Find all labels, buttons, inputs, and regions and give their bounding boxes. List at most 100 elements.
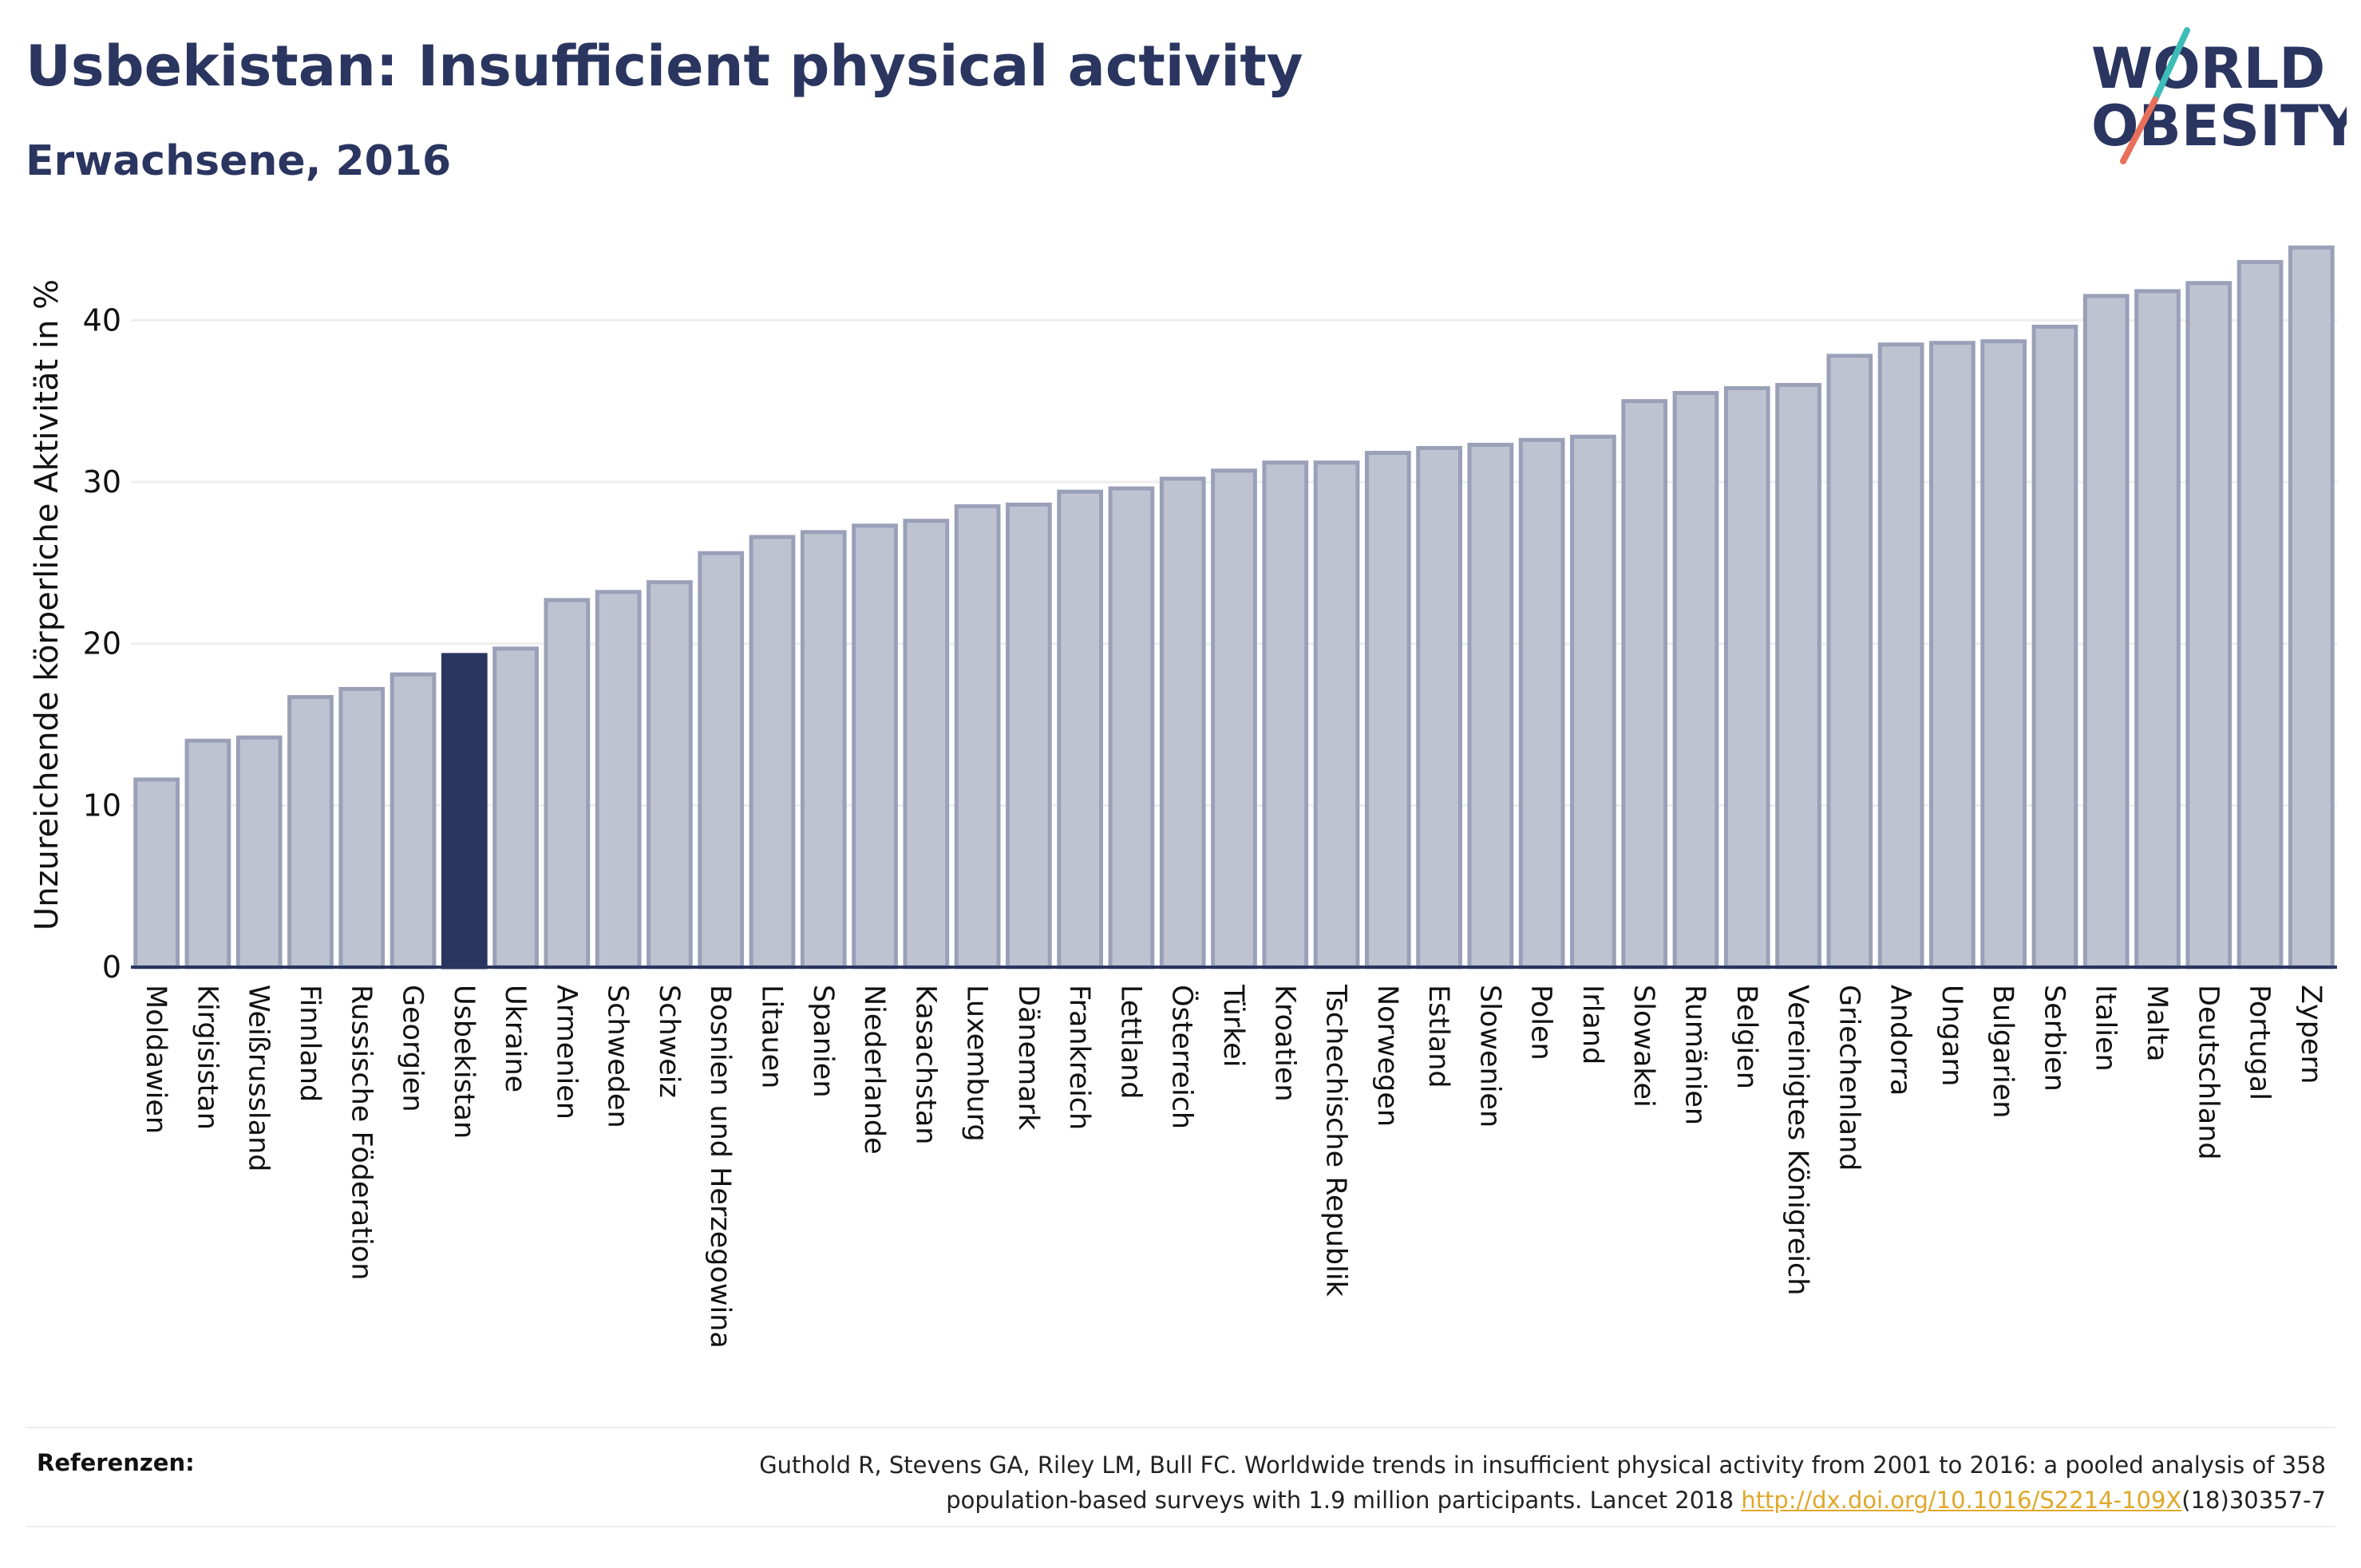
y-tick-labels: 0 10 20 30 40 xyxy=(83,302,121,985)
bar-dänemark xyxy=(1006,502,1052,970)
bar-estland xyxy=(1416,445,1462,970)
category-label: Schweiz xyxy=(653,985,685,1098)
category-label: Deutschland xyxy=(2192,985,2224,1160)
bar-spanien xyxy=(800,530,847,970)
bar-kroatien xyxy=(1262,460,1309,970)
category-label: Georgien xyxy=(397,985,429,1112)
category-label: Rumänien xyxy=(1679,985,1711,1125)
bar-frankreich xyxy=(1057,489,1104,970)
bar-irland xyxy=(1570,434,1616,970)
bar-deutschland xyxy=(2185,281,2232,970)
bar-andorra xyxy=(1877,342,1924,970)
y-tick-label: 10 xyxy=(83,788,121,823)
category-label: Irland xyxy=(1576,985,1608,1064)
y-tick-label: 40 xyxy=(83,302,121,338)
bar-griechenland xyxy=(1826,353,1873,970)
category-label: Portugal xyxy=(2244,985,2276,1100)
bar-belgien xyxy=(1723,385,1770,970)
references-line2-before: population-based surveys with 1.9 millio… xyxy=(946,1487,1742,1514)
bar-rumänien xyxy=(1672,391,1719,970)
bar-russische-föderation xyxy=(338,686,386,970)
bar-polen xyxy=(1518,437,1565,970)
category-label: Dänemark xyxy=(1012,985,1044,1131)
bar-slowakei xyxy=(1621,399,1668,970)
bar-vereinigtes-königreich xyxy=(1775,382,1821,970)
chart-title: Usbekistan: Insufficient physical activi… xyxy=(26,34,1303,99)
bar-österreich xyxy=(1159,476,1206,970)
category-label: Ukraine xyxy=(499,985,531,1092)
category-label: Usbekistan xyxy=(448,985,480,1139)
logo-slash-coral xyxy=(2120,97,2158,164)
bar-schweiz xyxy=(647,580,693,970)
bar-schweden xyxy=(595,590,642,970)
category-label: Malta xyxy=(2141,985,2173,1062)
category-label: Finnland xyxy=(294,985,326,1102)
logo-line1: WORLD xyxy=(2091,36,2325,101)
bar-lettland xyxy=(1108,486,1155,970)
category-label: Schweden xyxy=(602,985,634,1128)
category-label: Polen xyxy=(1525,985,1557,1060)
category-label: Norwegen xyxy=(1371,985,1403,1127)
category-label: Andorra xyxy=(1884,985,1916,1096)
bar-luxemburg xyxy=(954,504,1001,970)
category-label: Österreich xyxy=(1166,985,1200,1129)
bar-ukraine xyxy=(492,646,539,970)
bar-tschechische-republik xyxy=(1313,460,1360,970)
category-label: Bosnien und Herzegowina xyxy=(704,985,736,1349)
category-label: Ungarn xyxy=(1936,985,1968,1086)
category-label: Weißrussland xyxy=(243,985,275,1171)
bar-norwegen xyxy=(1364,451,1411,970)
bar-ungarn xyxy=(1929,341,1975,970)
category-label: Kroatien xyxy=(1268,985,1300,1102)
y-tick-label: 20 xyxy=(83,626,121,662)
bar-portugal xyxy=(2236,259,2284,970)
category-label: Luxemburg xyxy=(961,985,993,1142)
references-text: Guthold R, Stevens GA, Riley LM, Bull FC… xyxy=(490,1448,2326,1518)
bar-finnland xyxy=(287,695,334,970)
category-label: Armenien xyxy=(550,985,582,1120)
category-label: Bulgarien xyxy=(1987,985,2019,1118)
bar-georgien xyxy=(390,672,437,970)
bar-usbekistan xyxy=(441,653,488,970)
category-label: Tschechische Republik xyxy=(1320,984,1352,1297)
category-label: Lettland xyxy=(1114,985,1146,1099)
category-labels: Moldawien Kirgisistan Weißrussland Finnland… xyxy=(140,984,2327,1349)
bar-malta xyxy=(2134,289,2181,970)
bar-serbien xyxy=(2031,324,2078,970)
category-label: Türkei xyxy=(1217,984,1249,1067)
references-divider-bottom xyxy=(26,1526,2335,1527)
category-label: Italien xyxy=(2090,985,2122,1072)
bar-bulgarien xyxy=(1980,339,2027,970)
category-label: Niederlande xyxy=(858,985,890,1155)
world-obesity-logo: WORLD OBESITY xyxy=(2091,27,2347,164)
category-label: Russische Föderation xyxy=(345,985,377,1280)
bar-italien xyxy=(2082,294,2130,970)
bar-niederlande xyxy=(852,523,898,970)
bar-zypern xyxy=(2288,245,2335,970)
category-label: Griechenland xyxy=(1833,985,1865,1171)
bar-moldawien xyxy=(133,777,180,970)
bar-litauen xyxy=(749,535,796,970)
doi-link[interactable]: http://dx.doi.org/10.1016/S2214-109X xyxy=(1741,1487,2182,1514)
category-label: Slowakei xyxy=(1627,985,1659,1108)
y-tick-label: 30 xyxy=(83,464,121,500)
bar-kasachstan xyxy=(903,519,950,970)
bar-bosnien-und-herzegowina xyxy=(698,551,745,970)
category-label: Serbien xyxy=(2038,985,2070,1092)
category-label: Litauen xyxy=(755,985,787,1088)
bar-kirgisistan xyxy=(184,738,231,970)
category-label: Estland xyxy=(1422,985,1454,1088)
category-label: Kirgisistan xyxy=(191,985,223,1130)
category-label: Zypern xyxy=(2295,985,2327,1084)
category-label: Frankreich xyxy=(1063,985,1095,1130)
category-label: Belgien xyxy=(1730,985,1762,1089)
bar-türkei xyxy=(1211,468,1257,970)
category-label: Vereinigtes Königreich xyxy=(1782,985,1813,1295)
references-label: Referenzen: xyxy=(37,1449,195,1476)
category-label: Moldawien xyxy=(140,985,172,1134)
logo-slash-teal xyxy=(2152,27,2190,103)
logo-line2: OBESITY xyxy=(2091,93,2347,159)
category-label: Kasachstan xyxy=(909,985,941,1144)
references-line2-after: (18)30357-7 xyxy=(2181,1487,2326,1514)
bar-slowenien xyxy=(1467,442,1514,970)
